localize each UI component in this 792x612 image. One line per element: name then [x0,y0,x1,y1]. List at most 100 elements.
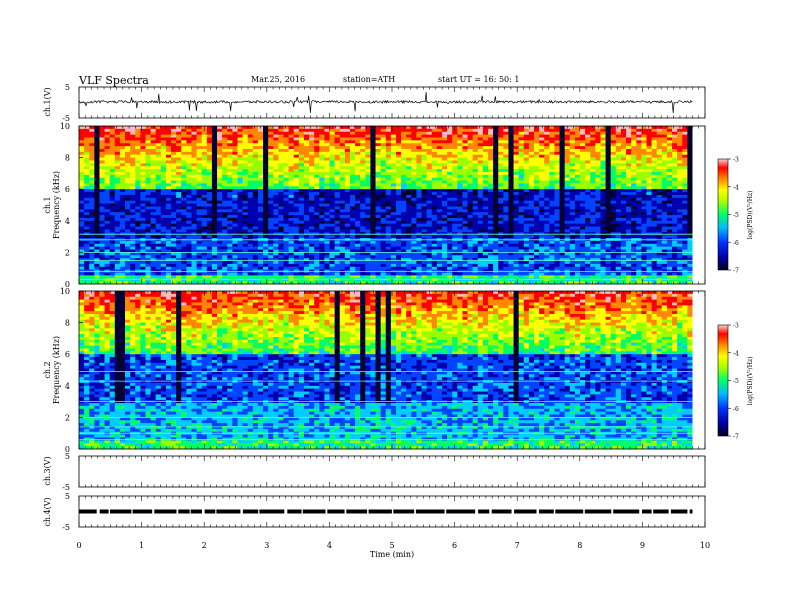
spectrogram-cell [626,240,632,245]
spectrogram-cell [119,215,126,219]
spectrogram-cell [114,235,121,239]
spectrogram-cell [309,229,315,233]
spectrogram-cell [160,200,167,204]
spectrogram-cell [615,157,622,161]
spectrogram-cell [273,146,279,150]
spectrogram-cell [539,180,545,184]
spectrogram-cell [324,197,330,202]
spectrogram-cell [135,160,141,164]
spectrogram-cell [242,151,249,156]
spectrogram-cell [380,200,387,204]
spectrogram-cell [631,197,637,202]
spectrogram-cell [518,160,525,164]
spectrogram-cell [549,131,555,136]
spectrogram-cell [237,137,243,141]
spectrogram-cell [416,157,422,161]
spectrogram-cell [355,143,361,147]
spectrogram-cell [385,166,392,170]
spectrogram-cell [518,223,525,227]
spectrogram-cell [513,240,520,245]
spectrogram-cell [140,143,146,147]
spectrogram-cell [252,128,259,133]
spectrogram-cell [626,166,632,170]
spectrogram-cell [482,163,489,167]
spectrogram-cell [263,206,269,210]
spectrogram-cell [329,212,336,216]
spectrogram-cell [206,197,213,202]
spectrogram-cell [452,209,458,213]
spectrogram-cell [421,215,428,219]
spectrogram-cell [145,215,151,219]
spectrogram-cell [641,163,647,167]
spectrogram-cell [84,226,90,230]
spectrogram-cell [370,180,376,184]
spectrogram-cell [165,148,172,153]
spectrogram-cell [426,189,433,193]
spectrogram-cell [145,203,151,207]
spectrogram-cell [293,157,300,161]
spectrogram-cell [222,143,228,147]
spectrogram-cell [580,215,586,219]
spectrogram-cell [395,151,402,156]
spectrogram-cell [355,157,361,161]
spectrogram-cell [523,169,530,173]
spectrogram-cell [145,146,151,150]
spectrogram-cell [329,192,336,196]
spectrogram-cell [278,151,284,156]
spectrogram-cell [595,215,601,219]
spectrogram-cell [355,192,361,196]
spectrogram-cell [155,154,162,158]
spectrogram-cell [273,229,279,233]
spectrogram-cell [600,209,606,213]
spectrogram-cell [263,215,269,219]
spectrogram-cell [477,200,484,204]
spectrogram-cell [104,215,111,219]
spectrogram-cell [201,206,208,210]
spectrogram-cell [380,157,387,161]
spectrogram-cell [349,229,356,233]
spectrogram-cell [84,174,90,179]
spectrogram-cell [554,226,560,230]
spectrogram-cell [626,177,632,181]
spectrogram-cell [196,131,203,136]
spectrogram-cell [590,166,596,170]
spectrogram-cell [559,128,566,133]
spectrogram-cell [217,180,223,184]
spectrogram-cell [278,243,284,248]
spectrogram-cell [135,137,141,141]
spectrogram-cell [324,200,330,204]
spectrogram-cell [441,140,448,144]
spectrogram-cell [518,206,525,210]
spectrogram-cell [191,180,197,184]
spectrogram-cell [564,157,571,161]
spectrogram-cell [477,169,484,173]
spectrogram-cell [564,240,571,245]
spectrogram-cell [257,206,264,210]
spectrogram-cell [605,223,612,227]
spectrogram-cell [89,229,95,233]
spectrogram-cell [672,166,678,170]
spectrogram-cell [344,128,351,133]
spectrogram-cell [651,134,658,138]
spectrogram-cell [590,126,596,130]
spectrogram-cell [666,154,673,158]
spectrogram-cell [385,243,392,248]
spectrogram-cell [196,226,203,230]
spectrogram-cell [109,131,116,136]
spectrogram-cell [263,189,269,193]
spectrogram-cell [288,180,295,184]
spectrogram-cell [176,200,182,204]
spectrogram-cell [457,163,463,167]
spectrogram-cell [646,192,652,196]
spectrogram-cell [569,215,576,219]
spectrogram-cell [84,229,90,233]
spectrogram-cell [150,140,157,144]
spectrogram-cell [452,126,458,130]
spectrogram-cell [626,206,632,210]
spectrogram-cell [493,163,499,167]
spectrogram-cell [84,212,90,216]
spectrogram-cell [610,194,617,199]
spectrogram-cell [130,223,136,227]
spectrogram-cell [615,212,622,216]
spectrogram-cell [569,229,576,233]
